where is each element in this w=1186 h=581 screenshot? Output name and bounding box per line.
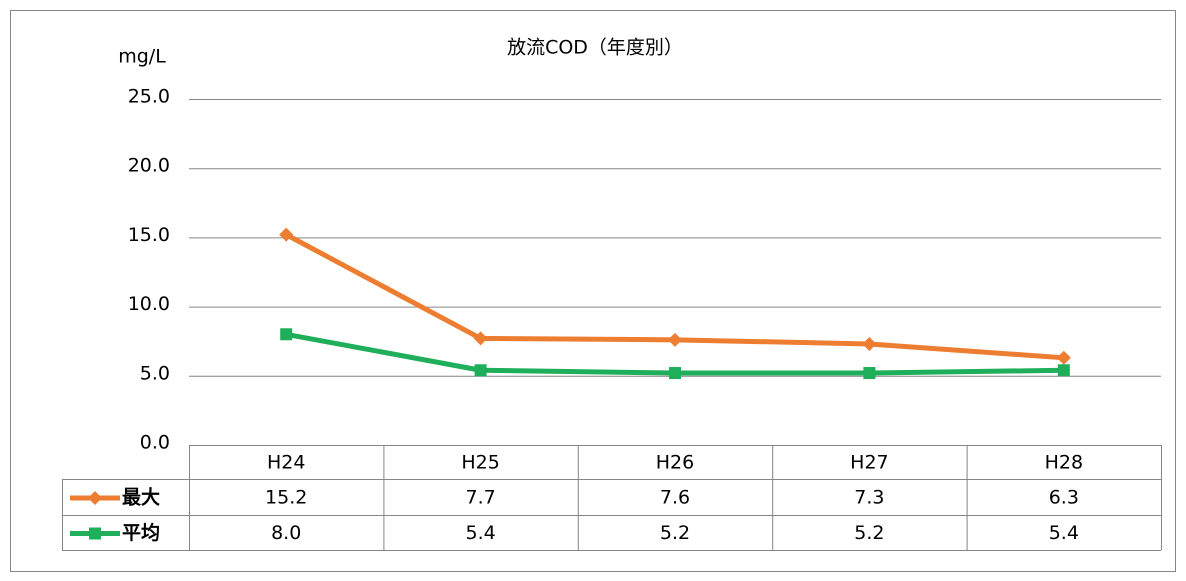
marker — [280, 328, 293, 341]
marker — [863, 367, 876, 380]
table-value: 15.2 — [265, 487, 307, 509]
legend-key-marker — [89, 527, 101, 540]
legend-label: 最大 — [122, 486, 160, 509]
table-value: 5.2 — [660, 522, 690, 544]
table-value: 6.3 — [1049, 487, 1079, 509]
x-tick-label: H28 — [1045, 452, 1083, 474]
chart-border — [10, 10, 1176, 572]
marker — [473, 331, 488, 346]
marker — [668, 332, 682, 347]
x-tick-label: H24 — [267, 452, 305, 474]
table-value: 7.3 — [854, 487, 884, 509]
y-axis-label: mg/L — [118, 46, 166, 68]
marker — [669, 367, 681, 380]
marker — [862, 336, 877, 351]
chart-title: 放流COD（年度別） — [507, 37, 683, 59]
y-tick-label: 20.0 — [128, 155, 170, 177]
table-value: 5.4 — [1049, 522, 1079, 544]
marker — [1056, 350, 1071, 365]
x-tick-label: H27 — [850, 452, 888, 474]
y-tick-label: 10.0 — [128, 293, 170, 315]
y-tick-label: 5.0 — [140, 362, 170, 384]
table-value: 5.2 — [854, 522, 884, 544]
marker — [279, 227, 294, 242]
table-value: 7.6 — [660, 487, 690, 509]
legend-label: 平均 — [122, 521, 160, 544]
y-tick-label: 15.0 — [128, 224, 170, 246]
table-value: 8.0 — [271, 522, 301, 544]
table-value: 7.7 — [465, 487, 495, 509]
y-tick-label: 0.0 — [140, 432, 170, 454]
y-tick-label: 25.0 — [128, 86, 170, 108]
table-value: 5.4 — [465, 522, 495, 544]
legend-key-marker — [88, 491, 102, 505]
x-tick-label: H25 — [461, 452, 499, 474]
x-tick-label: H26 — [656, 452, 694, 474]
marker — [1057, 364, 1070, 377]
marker — [474, 364, 487, 377]
